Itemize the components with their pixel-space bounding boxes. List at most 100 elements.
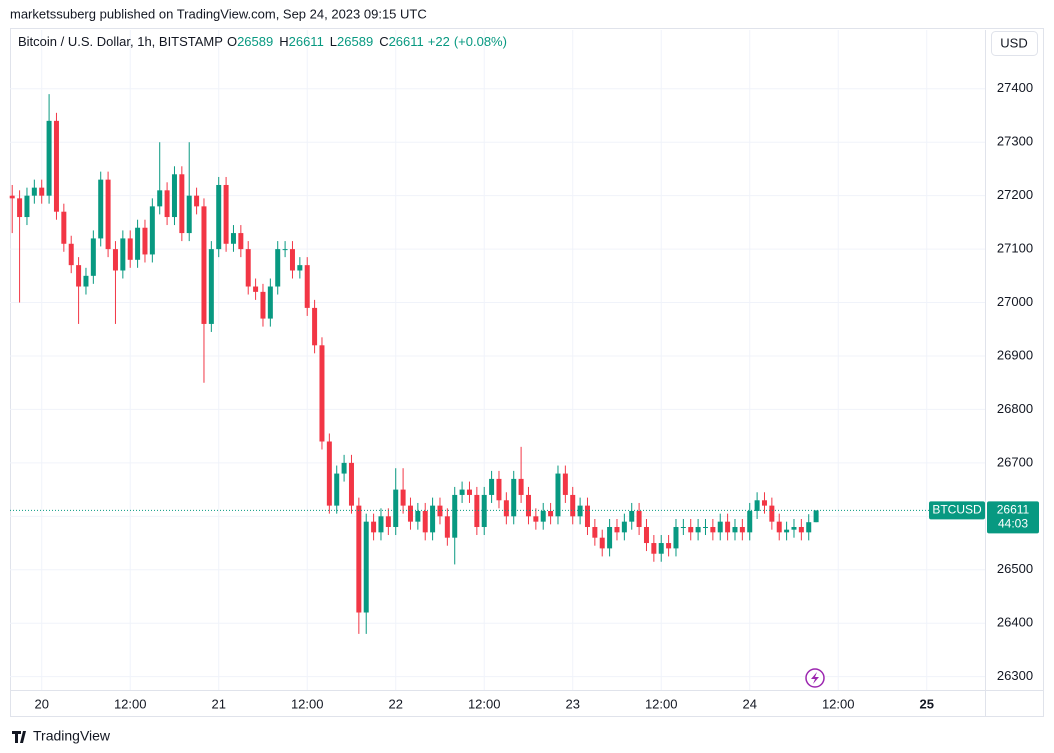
change-pct: (+0.08%) bbox=[454, 34, 507, 49]
candle-body bbox=[275, 249, 281, 287]
x-tick-label: 12:00 bbox=[645, 696, 678, 711]
candle-body bbox=[149, 206, 155, 255]
candle-body bbox=[341, 462, 347, 474]
candle-body bbox=[584, 505, 590, 528]
candle-body bbox=[378, 516, 384, 533]
ohlc-label: C bbox=[379, 34, 388, 49]
candle-body bbox=[658, 543, 664, 554]
candle-body bbox=[201, 206, 207, 324]
currency-button[interactable] bbox=[991, 31, 1038, 56]
candle-body bbox=[599, 537, 605, 549]
candle-body bbox=[747, 510, 753, 533]
candle-body bbox=[776, 521, 782, 533]
candle-body bbox=[459, 489, 465, 495]
y-tick-label: 26500 bbox=[997, 561, 1033, 576]
candle-body bbox=[636, 510, 642, 528]
candle-body bbox=[53, 120, 59, 212]
candle-body bbox=[400, 489, 406, 506]
candle-body bbox=[260, 291, 266, 319]
candle-body bbox=[216, 184, 222, 250]
candle-body bbox=[784, 529, 790, 533]
candle-body bbox=[673, 527, 679, 549]
candle-body bbox=[98, 179, 104, 239]
candle-body bbox=[629, 510, 635, 522]
y-tick-label: 26300 bbox=[997, 668, 1033, 683]
candle-body bbox=[120, 238, 126, 271]
ohlc-value: 26611 bbox=[389, 34, 424, 49]
candle-body bbox=[688, 527, 694, 533]
candle-body bbox=[105, 179, 111, 250]
candle-body bbox=[319, 345, 325, 442]
candle-body bbox=[24, 195, 30, 218]
ohlc-label: H bbox=[279, 34, 288, 49]
candle-body bbox=[614, 527, 620, 533]
candle-body bbox=[806, 522, 812, 533]
candle-body bbox=[666, 543, 672, 549]
candle-body bbox=[452, 494, 458, 538]
candle-body bbox=[695, 527, 701, 533]
candle-body bbox=[253, 286, 259, 292]
y-tick-label: 27000 bbox=[997, 294, 1033, 309]
candle-body bbox=[171, 174, 177, 218]
candle-body bbox=[422, 510, 428, 533]
candle-body bbox=[363, 521, 369, 613]
candle-body bbox=[702, 527, 708, 529]
candle-body bbox=[444, 516, 450, 538]
candle-body bbox=[393, 489, 399, 528]
candle-body bbox=[592, 527, 598, 538]
candle-body bbox=[570, 494, 576, 517]
candle-body bbox=[496, 478, 502, 501]
candle-body bbox=[371, 521, 377, 533]
candle-body bbox=[562, 473, 568, 495]
candle-body bbox=[643, 527, 649, 544]
candle-body bbox=[68, 243, 74, 266]
candle-body bbox=[525, 494, 531, 517]
candle-body bbox=[651, 543, 657, 554]
candle-body bbox=[533, 516, 539, 522]
candle-body bbox=[356, 505, 362, 613]
candle-body bbox=[769, 505, 775, 522]
y-tick-label: 27300 bbox=[997, 134, 1033, 149]
candle-body bbox=[717, 521, 723, 533]
candle-body bbox=[415, 510, 421, 522]
symbol-legend: Bitcoin / U.S. Dollar, 1h, BITSTAMP O2658… bbox=[18, 34, 507, 49]
candle-body bbox=[112, 249, 118, 271]
x-tick-label: 12:00 bbox=[822, 696, 855, 711]
currency-label[interactable]: USD bbox=[1000, 35, 1027, 50]
candle-body bbox=[725, 521, 731, 533]
price-tag bbox=[987, 501, 1039, 534]
candle-body bbox=[61, 211, 67, 244]
candle-body bbox=[312, 307, 318, 346]
candle-body bbox=[739, 527, 745, 533]
candle-body bbox=[798, 527, 804, 533]
x-tick-label: 22 bbox=[388, 696, 402, 711]
candle-body bbox=[437, 505, 443, 517]
y-tick-label: 26700 bbox=[997, 454, 1033, 469]
candle-body bbox=[761, 500, 767, 506]
candle-body bbox=[607, 527, 613, 549]
candle-body bbox=[245, 249, 251, 287]
candle-body bbox=[680, 527, 686, 529]
y-tick-label: 26400 bbox=[997, 615, 1033, 630]
candle-body bbox=[297, 265, 303, 271]
ohlc-value: 26611 bbox=[289, 34, 324, 49]
candle-body bbox=[754, 500, 760, 511]
candle-body bbox=[304, 265, 310, 308]
candle-body bbox=[267, 286, 273, 319]
candle-body bbox=[76, 265, 82, 287]
candle-body bbox=[142, 227, 148, 255]
y-tick-label: 27200 bbox=[997, 187, 1033, 202]
published-line: marketssuberg published on TradingView.c… bbox=[10, 6, 427, 21]
candle-body bbox=[548, 510, 554, 517]
candle-body bbox=[813, 510, 819, 523]
price-tag-value: 26611 bbox=[997, 503, 1030, 517]
candle-body bbox=[17, 198, 23, 218]
symbol-tag-label: BTCUSD bbox=[932, 503, 982, 517]
y-tick-label: 27100 bbox=[997, 241, 1033, 256]
symbol-name: Bitcoin / U.S. Dollar, 1h, BITSTAMP bbox=[18, 34, 223, 49]
y-tick-label: 26900 bbox=[997, 347, 1033, 362]
candle-body bbox=[348, 462, 354, 506]
candle-body bbox=[127, 238, 133, 260]
candle-body bbox=[577, 505, 583, 517]
